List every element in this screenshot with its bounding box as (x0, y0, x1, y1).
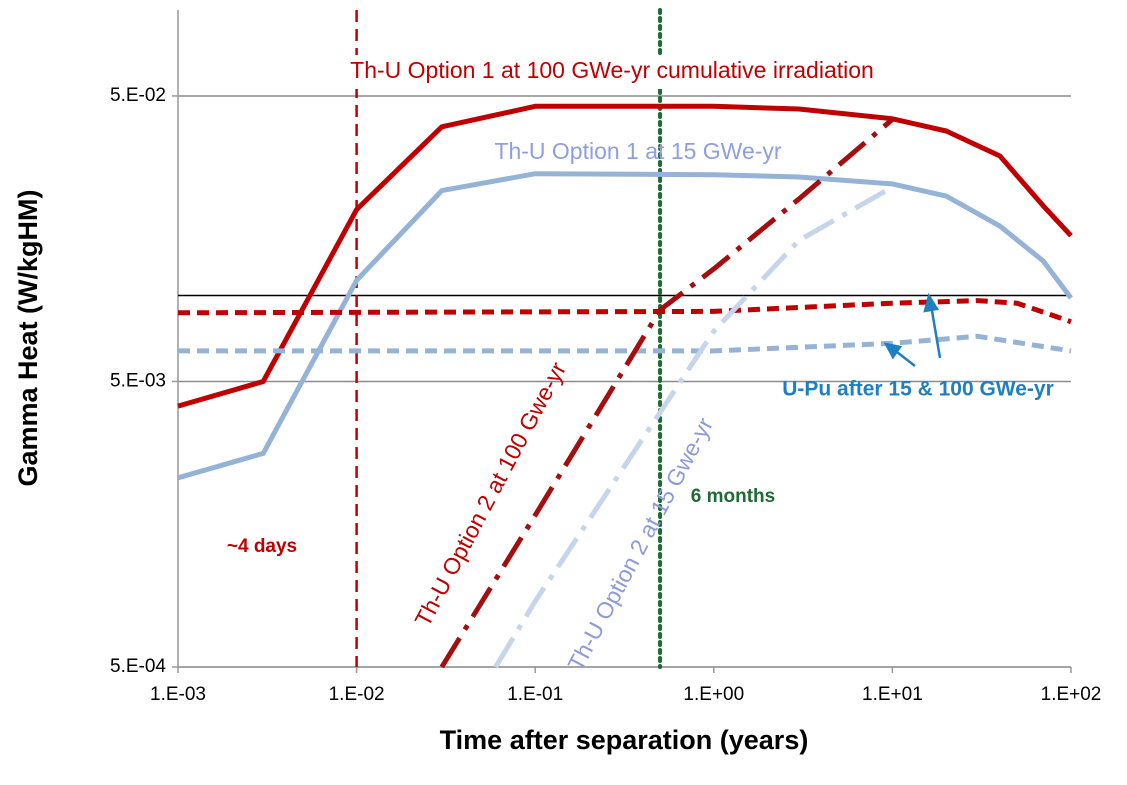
series-line (178, 333, 1072, 354)
grid-layer (172, 8, 1072, 673)
annotation: 6 months (691, 486, 775, 507)
arrowhead (923, 292, 940, 313)
x-tick-label: 1.E+02 (1041, 684, 1102, 705)
x-tick-label: 1.E+00 (683, 684, 744, 705)
series-line (177, 171, 1073, 481)
annotation: U-Pu after 15 & 100 GWe-yr (782, 378, 1054, 401)
series-line (177, 103, 1073, 409)
x-tick-label: 1.E-01 (507, 684, 563, 705)
x-axis-title: Time after separation (years) (440, 725, 809, 755)
series-line (439, 117, 895, 669)
y-tick-label: 5.E-03 (110, 370, 166, 391)
annotation: ~4 days (227, 536, 297, 557)
annotation: Th-U Option 1 at 100 GWe-yr cumulative i… (350, 57, 874, 83)
y-tick-label: 5.E-04 (110, 656, 166, 677)
series-layer (177, 103, 1073, 669)
arrow (929, 304, 942, 359)
series-line (493, 184, 894, 669)
arrowhead (883, 342, 903, 360)
x-tick-label: 1.E-03 (150, 684, 206, 705)
annotation: Th-U Option 1 at 15 GWe-yr (494, 138, 782, 164)
x-tick-label: 1.E+01 (862, 684, 923, 705)
y-tick-label: 5.E-02 (110, 85, 166, 106)
annotation: Th-U Option 2 at 15 Gwe-yr (563, 413, 719, 675)
y-axis-title: Gamma Heat (W/kgHM) (13, 189, 43, 486)
x-tick-label: 1.E-02 (329, 684, 385, 705)
label-layer: Time after separation (years) Gamma Heat… (13, 55, 1101, 755)
series-line (177, 298, 1072, 325)
title-backdrop (268, 55, 968, 89)
annotation-arrows (883, 292, 942, 367)
